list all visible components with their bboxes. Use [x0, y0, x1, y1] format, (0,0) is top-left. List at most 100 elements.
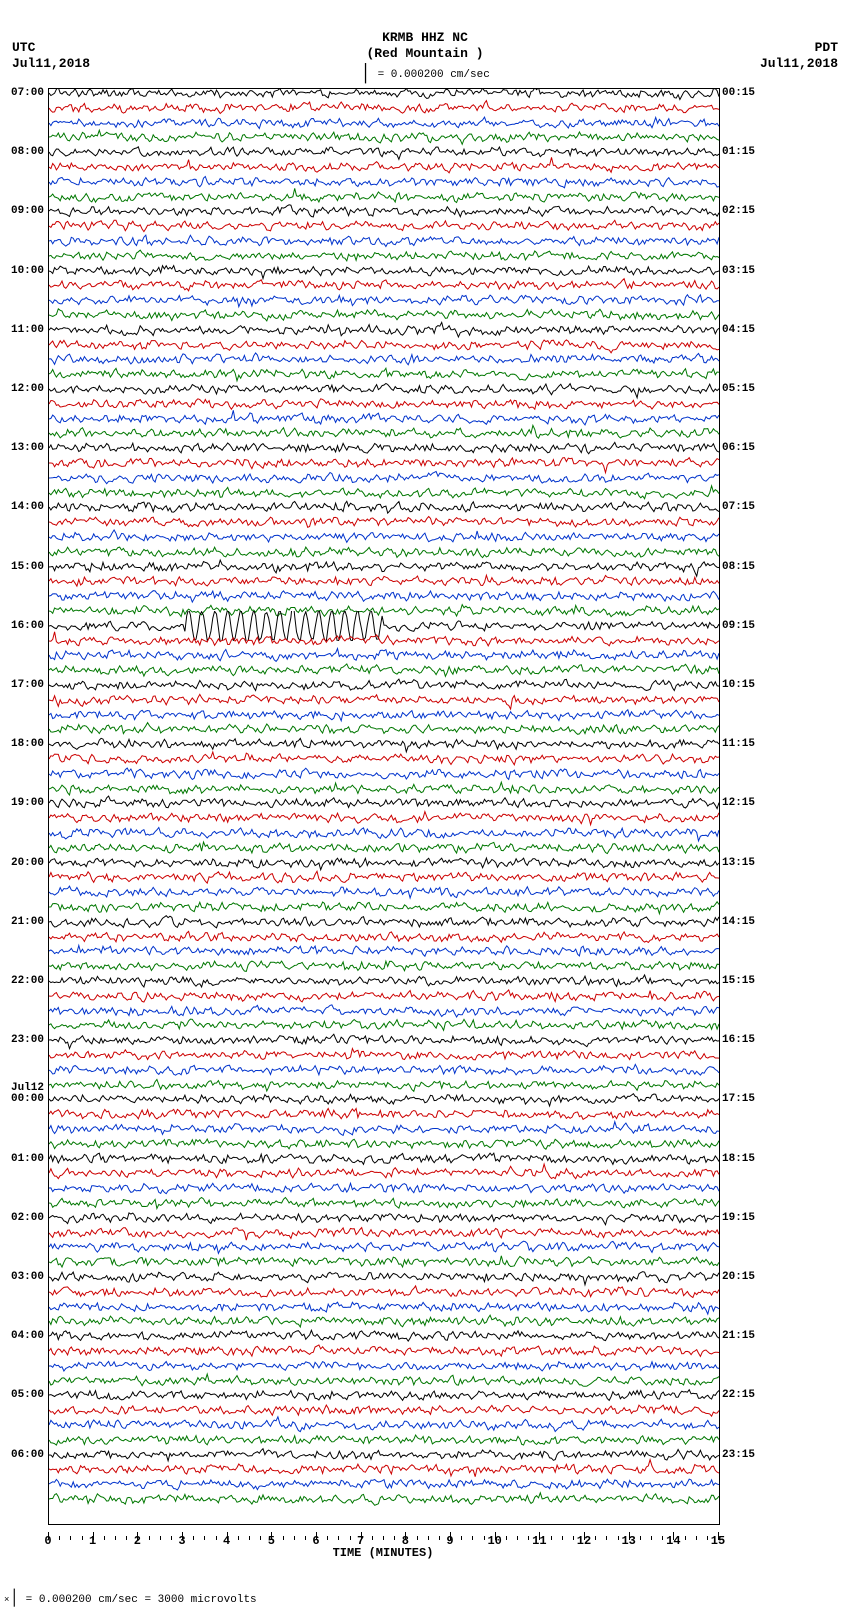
utc-hour-label: 10:00	[11, 266, 44, 277]
x-tick-label: 11	[532, 1534, 546, 1548]
utc-hour-label: 17:00	[11, 680, 44, 691]
pdt-hour-label: 14:15	[722, 917, 755, 928]
pdt-hour-label: 22:15	[722, 1390, 755, 1401]
x-tick-minor	[618, 1536, 619, 1540]
x-tick-minor	[305, 1536, 306, 1540]
utc-hour-label: 18:00	[11, 739, 44, 750]
x-axis-title: TIME (MINUTES)	[48, 1546, 718, 1560]
utc-hour-label: 21:00	[11, 917, 44, 928]
utc-hour-label: 19:00	[11, 798, 44, 809]
x-tick-minor	[204, 1536, 205, 1540]
x-tick-label: 9	[446, 1534, 453, 1548]
utc-hour-label: 08:00	[11, 147, 44, 158]
pdt-hour-label: 12:15	[722, 798, 755, 809]
pdt-hour-label: 16:15	[722, 1035, 755, 1046]
pdt-hour-label: 19:15	[722, 1213, 755, 1224]
x-tick-minor	[484, 1536, 485, 1540]
x-tick-label: 13	[621, 1534, 635, 1548]
x-tick-label: 12	[577, 1534, 591, 1548]
x-tick-minor	[338, 1536, 339, 1540]
utc-hour-label: 20:00	[11, 858, 44, 869]
pdt-hour-label: 13:15	[722, 858, 755, 869]
x-tick-minor	[104, 1536, 105, 1540]
plot-area	[48, 88, 720, 1525]
trace-line	[49, 1484, 719, 1514]
x-tick-minor	[528, 1536, 529, 1540]
x-tick-minor	[439, 1536, 440, 1540]
x-tick-label: 6	[312, 1534, 319, 1548]
utc-hour-label: 06:00	[11, 1450, 44, 1461]
x-tick-minor	[149, 1536, 150, 1540]
pdt-hour-label: 15:15	[722, 976, 755, 987]
utc-hour-label: 03:00	[11, 1272, 44, 1283]
utc-hour-label: 12:00	[11, 384, 44, 395]
utc-hour-label: 11:00	[11, 325, 44, 336]
x-tick-minor	[685, 1536, 686, 1540]
x-tick-label: 3	[178, 1534, 185, 1548]
pdt-hour-label: 08:15	[722, 562, 755, 573]
x-tick-minor	[517, 1536, 518, 1540]
utc-hour-label: 02:00	[11, 1213, 44, 1224]
utc-hour-label: 01:00	[11, 1154, 44, 1165]
x-tick-minor	[193, 1536, 194, 1540]
x-tick-minor	[294, 1536, 295, 1540]
x-tick-label: 2	[134, 1534, 141, 1548]
x-tick-minor	[562, 1536, 563, 1540]
pdt-hour-label: 06:15	[722, 443, 755, 454]
utc-hour-label: 00:00	[11, 1094, 44, 1105]
x-tick-minor	[707, 1536, 708, 1540]
x-tick-minor	[551, 1536, 552, 1540]
x-axis: TIME (MINUTES) 0123456789101112131415	[48, 1524, 718, 1564]
x-tick-minor	[472, 1536, 473, 1540]
station-code: KRMB HHZ NC	[0, 30, 850, 45]
pdt-hour-label: 02:15	[722, 206, 755, 217]
x-tick-minor	[595, 1536, 596, 1540]
x-tick-minor	[696, 1536, 697, 1540]
x-tick-minor	[573, 1536, 574, 1540]
pdt-hour-label: 20:15	[722, 1272, 755, 1283]
x-tick-label: 4	[223, 1534, 230, 1548]
pdt-hour-label: 09:15	[722, 621, 755, 632]
footer-scale-text: ×│ = 0.000200 cm/sec = 3000 microvolts	[4, 1589, 257, 1607]
utc-hour-label: 13:00	[11, 443, 44, 454]
x-tick-minor	[350, 1536, 351, 1540]
x-tick-minor	[160, 1536, 161, 1540]
x-tick-minor	[372, 1536, 373, 1540]
x-tick-minor	[59, 1536, 60, 1540]
utc-hour-label: 09:00	[11, 206, 44, 217]
x-tick-minor	[461, 1536, 462, 1540]
x-tick-label: 10	[487, 1534, 501, 1548]
x-tick-minor	[216, 1536, 217, 1540]
utc-hour-label: 14:00	[11, 502, 44, 513]
x-tick-minor	[115, 1536, 116, 1540]
x-tick-minor	[417, 1536, 418, 1540]
pdt-hour-label: 04:15	[722, 325, 755, 336]
pdt-hour-label: 11:15	[722, 739, 755, 750]
x-tick-minor	[70, 1536, 71, 1540]
x-tick-minor	[283, 1536, 284, 1540]
utc-hour-label: 05:00	[11, 1390, 44, 1401]
x-tick-minor	[651, 1536, 652, 1540]
utc-hour-label: 07:00	[11, 88, 44, 99]
utc-hour-label: 23:00	[11, 1035, 44, 1046]
x-tick-label: 0	[44, 1534, 51, 1548]
pdt-hour-label: 00:15	[722, 88, 755, 99]
x-tick-label: 1	[89, 1534, 96, 1548]
x-tick-minor	[327, 1536, 328, 1540]
utc-hour-label: 22:00	[11, 976, 44, 987]
seismogram-container: UTC Jul11,2018 PDT Jul11,2018 KRMB HHZ N…	[0, 0, 850, 1613]
x-tick-label: 5	[268, 1534, 275, 1548]
x-tick-label: 14	[666, 1534, 680, 1548]
x-tick-minor	[640, 1536, 641, 1540]
pdt-hour-label: 21:15	[722, 1331, 755, 1342]
x-tick-minor	[249, 1536, 250, 1540]
pdt-hour-label: 10:15	[722, 680, 755, 691]
scale-bar-text: │ = 0.000200 cm/sec	[0, 64, 850, 84]
utc-hour-label: 16:00	[11, 621, 44, 632]
x-tick-minor	[383, 1536, 384, 1540]
x-tick-minor	[606, 1536, 607, 1540]
x-tick-minor	[506, 1536, 507, 1540]
x-tick-minor	[126, 1536, 127, 1540]
pdt-hour-label: 07:15	[722, 502, 755, 513]
x-tick-minor	[662, 1536, 663, 1540]
